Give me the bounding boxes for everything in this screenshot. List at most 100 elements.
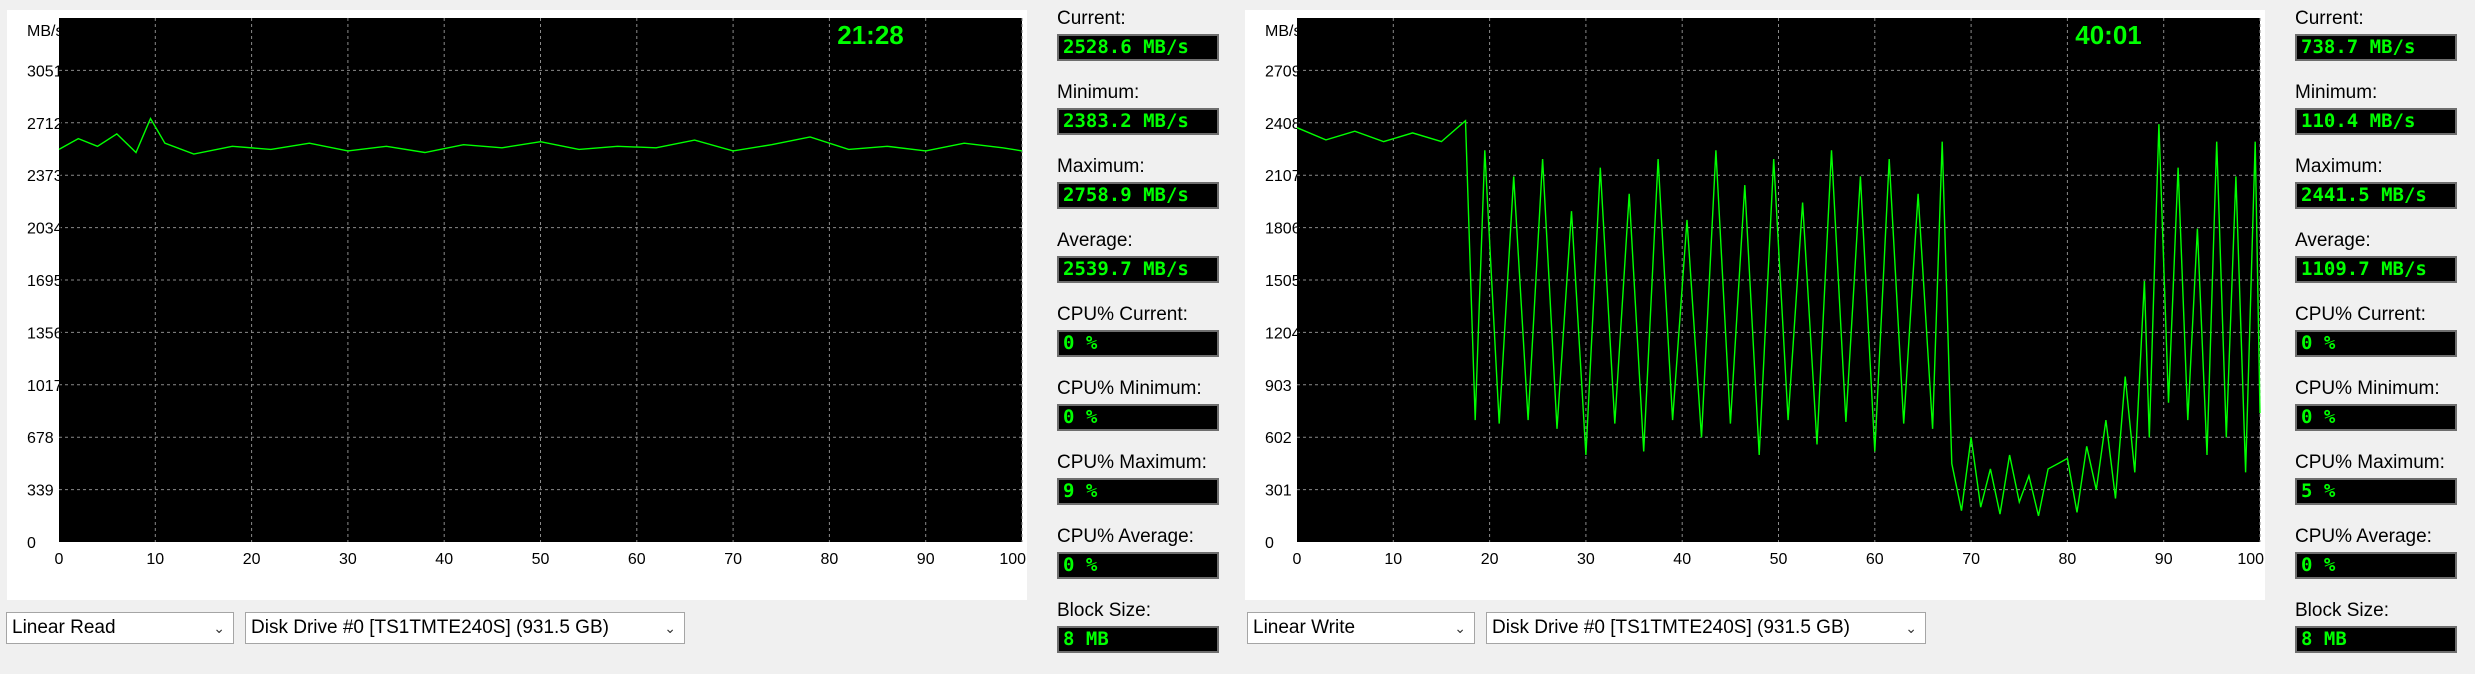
y-tick-label: 3051 — [27, 63, 63, 80]
stat-label: CPU% Maximum: — [1057, 452, 1207, 473]
x-tick-label: 80 — [2059, 551, 2077, 568]
stat-value: 2528.6 MB/s — [1057, 34, 1219, 61]
y-tick-label: 301 — [1265, 483, 1292, 500]
x-tick-label: 70 — [1962, 551, 1980, 568]
stat-label: CPU% Current: — [1057, 304, 1188, 325]
y-tick-label: 602 — [1265, 430, 1292, 447]
x-tick-label: 30 — [339, 551, 357, 568]
x-tick-label: 40 — [435, 551, 453, 568]
y-tick-label: 2034 — [27, 221, 63, 238]
stat-label: Minimum: — [2295, 82, 2378, 103]
drive-select[interactable]: Disk Drive #0 [TS1TMTE240S] (931.5 GB) ⌄ — [1486, 612, 1926, 644]
x-tick-label: 90 — [917, 551, 935, 568]
y-tick-label: 1695 — [27, 273, 63, 290]
stat-value: 1109.7 MB/s — [2295, 256, 2457, 283]
y-tick-label: 0 — [27, 535, 36, 552]
stat-label: CPU% Minimum: — [1057, 378, 1202, 399]
stat-value: 8 MB — [2295, 626, 2457, 653]
stat-value: 9 % — [1057, 478, 1219, 505]
y-tick-label: 2107 — [1265, 168, 1301, 185]
test-mode-select[interactable]: Linear Read ⌄ — [6, 612, 234, 644]
stat-value: 8 MB — [1057, 626, 1219, 653]
stat-value: 738.7 MB/s — [2295, 34, 2457, 61]
transfer-rate-line — [58, 116, 1023, 155]
y-tick-label: 2408 — [1265, 116, 1301, 133]
drive-value: Disk Drive #0 [TS1TMTE240S] (931.5 GB) — [1492, 617, 1850, 638]
stat-value: 5 % — [2295, 478, 2457, 505]
y-tick-label: 1806 — [1265, 221, 1301, 238]
y-tick-label: 0 — [1265, 535, 1274, 552]
drive-select[interactable]: Disk Drive #0 [TS1TMTE240S] (931.5 GB) ⌄ — [245, 612, 685, 644]
stat-value: 2441.5 MB/s — [2295, 182, 2457, 209]
y-tick-label: 1505 — [1265, 273, 1301, 290]
x-tick-label: 100 % — [999, 551, 1027, 568]
y-axis-label: MB/s — [27, 23, 63, 40]
x-tick-label: 70 — [724, 551, 742, 568]
read-chart: 0 339 678 1017 1356 1695 2034 2373 2712 3051 MB/s 0… — [7, 10, 1027, 600]
stat-label: Block Size: — [2295, 600, 2389, 621]
write-chart-svg: 0 301 602 903 1204 1505 1806 2107 2408 2709 MB/s 0 1… — [1265, 18, 2265, 568]
x-tick-label: 50 — [532, 551, 550, 568]
stat-value: 2383.2 MB/s — [1057, 108, 1219, 135]
stat-label: CPU% Maximum: — [2295, 452, 2445, 473]
stat-value: 110.4 MB/s — [2295, 108, 2457, 135]
stat-value: 0 % — [2295, 330, 2457, 357]
stat-label: CPU% Current: — [2295, 304, 2426, 325]
y-axis-label: MB/s — [1265, 23, 1301, 40]
test-mode-value: Linear Read — [12, 617, 116, 638]
chevron-down-icon: ⌄ — [213, 620, 225, 636]
test-mode-value: Linear Write — [1253, 617, 1356, 638]
x-tick-label: 0 — [55, 551, 64, 568]
elapsed-time: 21:28 — [837, 20, 904, 50]
stat-value: 0 % — [1057, 330, 1219, 357]
stat-label: Current: — [2295, 8, 2364, 29]
x-tick-label: 80 — [821, 551, 839, 568]
test-mode-select[interactable]: Linear Write ⌄ — [1247, 612, 1475, 644]
write-chart: 0 301 602 903 1204 1505 1806 2107 2408 2709 MB/s 0 1… — [1245, 10, 2265, 600]
y-tick-label: 2712 — [27, 116, 63, 133]
stat-label: Current: — [1057, 8, 1126, 29]
stat-label: CPU% Minimum: — [2295, 378, 2440, 399]
stat-label: Maximum: — [2295, 156, 2383, 177]
stat-value: 2539.7 MB/s — [1057, 256, 1219, 283]
x-tick-label: 10 — [146, 551, 164, 568]
stat-value: 0 % — [2295, 552, 2457, 579]
stat-label: Average: — [2295, 230, 2371, 251]
chevron-down-icon: ⌄ — [1905, 620, 1917, 636]
stat-value: 0 % — [1057, 404, 1219, 431]
y-tick-label: 678 — [27, 430, 54, 447]
x-tick-label: 60 — [628, 551, 646, 568]
x-tick-label: 0 — [1293, 551, 1302, 568]
x-tick-label: 10 — [1384, 551, 1402, 568]
x-tick-label: 100 % — [2237, 551, 2265, 568]
y-tick-label: 1356 — [27, 325, 63, 342]
y-tick-label: 2373 — [27, 168, 63, 185]
stat-value: 0 % — [2295, 404, 2457, 431]
x-tick-label: 20 — [243, 551, 261, 568]
y-tick-label: 2709 — [1265, 63, 1301, 80]
chevron-down-icon: ⌄ — [1454, 620, 1466, 636]
elapsed-time: 40:01 — [2075, 20, 2142, 50]
stat-label: CPU% Average: — [2295, 526, 2432, 547]
transfer-rate-line — [1296, 119, 2261, 517]
x-tick-label: 60 — [1866, 551, 1884, 568]
stat-label: Minimum: — [1057, 82, 1140, 103]
x-tick-label: 20 — [1481, 551, 1499, 568]
drive-value: Disk Drive #0 [TS1TMTE240S] (931.5 GB) — [251, 617, 609, 638]
stat-value: 2758.9 MB/s — [1057, 182, 1219, 209]
read-chart-svg: 0 339 678 1017 1356 1695 2034 2373 2712 3051 MB/s 0… — [27, 18, 1027, 568]
stat-value: 0 % — [1057, 552, 1219, 579]
chevron-down-icon: ⌄ — [664, 620, 676, 636]
stat-label: Maximum: — [1057, 156, 1145, 177]
stat-label: Block Size: — [1057, 600, 1151, 621]
write-benchmark-panel: 0 301 602 903 1204 1505 1806 2107 2408 2709 MB/s 0 1… — [1238, 0, 2475, 674]
stat-label: CPU% Average: — [1057, 526, 1194, 547]
y-tick-label: 339 — [27, 483, 54, 500]
y-tick-label: 1204 — [1265, 325, 1301, 342]
y-tick-label: 903 — [1265, 378, 1292, 395]
stat-label: Average: — [1057, 230, 1133, 251]
x-tick-label: 40 — [1673, 551, 1691, 568]
read-benchmark-panel: 0 339 678 1017 1356 1695 2034 2373 2712 3051 MB/s 0… — [6, 8, 1219, 653]
y-tick-label: 1017 — [27, 378, 63, 395]
x-tick-label: 50 — [1770, 551, 1788, 568]
